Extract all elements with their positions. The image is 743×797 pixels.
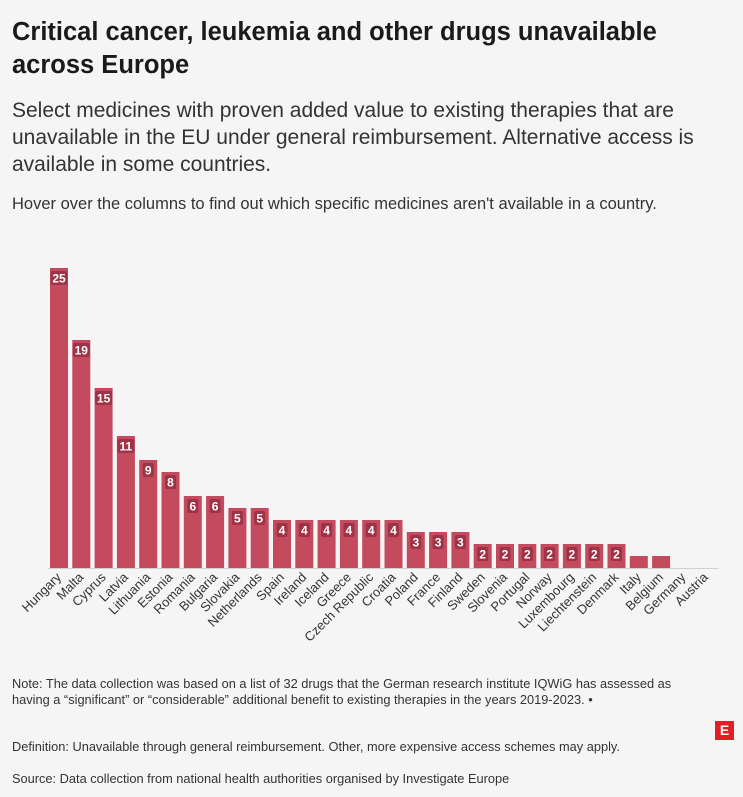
data-label: 2 <box>502 548 509 562</box>
data-label: 2 <box>591 548 598 562</box>
data-label-bg <box>432 535 444 549</box>
data-label: 19 <box>75 344 89 358</box>
data-label: 4 <box>279 524 286 538</box>
data-label: 4 <box>368 524 375 538</box>
data-label-bg <box>521 547 533 561</box>
data-label-bg <box>142 463 154 477</box>
data-label: 2 <box>613 548 620 562</box>
data-label: 6 <box>189 500 196 514</box>
data-label-bg <box>254 511 266 525</box>
source-note: Source: Data collection from national he… <box>12 771 510 786</box>
data-label-bg <box>187 499 199 513</box>
data-label-bg <box>388 523 399 537</box>
data-label: 2 <box>546 548 553 562</box>
bar-chart: 25Hungary19Malta15Cyprus11Latvia9Lithuan… <box>19 268 719 645</box>
investigate-europe-logo: E <box>715 721 734 740</box>
bar-lithuania[interactable] <box>139 460 158 568</box>
data-label: 9 <box>145 464 152 478</box>
data-label: 4 <box>346 524 353 538</box>
data-label: 4 <box>390 524 397 538</box>
data-label-bg <box>117 439 135 453</box>
chart-subtitle: Select medicines with proven added value… <box>12 99 694 176</box>
bar-hungary[interactable] <box>50 268 68 568</box>
data-label: 3 <box>435 536 442 550</box>
data-label-bg <box>165 475 176 489</box>
data-label-bg <box>276 523 288 537</box>
bar-romania[interactable] <box>183 496 202 568</box>
hover-instruction: Hover over the columns to find out which… <box>12 195 657 213</box>
data-label: 2 <box>569 548 576 562</box>
bar-belgium[interactable] <box>652 556 671 568</box>
data-label-bg <box>95 391 113 405</box>
data-label: 5 <box>256 512 263 526</box>
data-label-bg <box>477 547 489 561</box>
data-label: 3 <box>457 536 464 550</box>
definition-note: Definition: Unavailable through general … <box>12 739 620 754</box>
bar-bulgaria[interactable] <box>206 496 225 568</box>
bar-malta[interactable] <box>72 340 91 568</box>
methodology-note: Note: The data collection was based on a… <box>12 676 672 707</box>
data-label-bg <box>298 523 310 537</box>
data-label: 3 <box>412 536 419 550</box>
data-label-bg <box>566 547 578 561</box>
data-label-bg <box>50 271 68 285</box>
data-label-bg <box>454 535 466 549</box>
data-label-bg <box>365 523 377 537</box>
data-label: 6 <box>212 500 219 514</box>
data-label: 25 <box>52 272 66 286</box>
data-label: 5 <box>234 512 241 526</box>
data-label: 4 <box>323 524 330 538</box>
data-label: 15 <box>97 392 111 406</box>
data-label-bg <box>209 499 221 513</box>
data-label: 2 <box>524 548 531 562</box>
data-label-bg <box>343 523 355 537</box>
data-label-bg <box>544 547 556 561</box>
chart-title: Critical cancer, leukemia and other drug… <box>12 18 657 79</box>
bar-cyprus[interactable] <box>94 388 113 568</box>
data-label-bg <box>588 547 600 561</box>
data-label: 8 <box>167 476 174 490</box>
data-label: 4 <box>301 524 308 538</box>
data-label: 2 <box>479 548 486 562</box>
bar-italy[interactable] <box>629 556 648 568</box>
data-label-bg <box>231 511 243 525</box>
data-label-bg <box>611 547 622 561</box>
bar-latvia[interactable] <box>116 436 135 568</box>
data-label-bg <box>410 535 422 549</box>
bar-estonia[interactable] <box>161 472 180 568</box>
data-label-bg <box>321 523 333 537</box>
data-label-bg <box>499 547 511 561</box>
data-label-bg <box>72 343 90 357</box>
data-label: 11 <box>120 440 133 454</box>
